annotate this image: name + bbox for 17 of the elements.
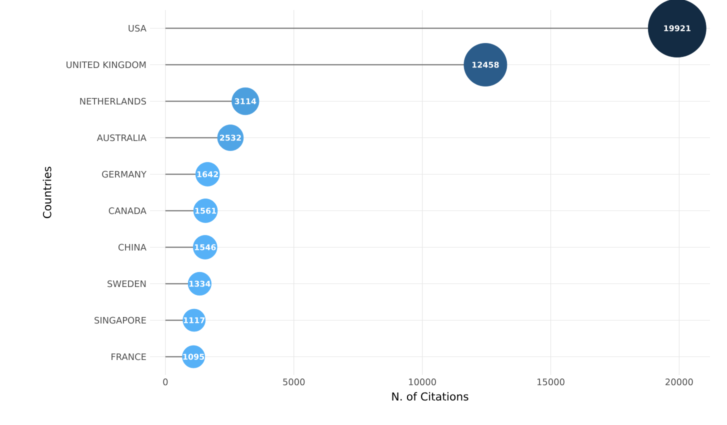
y-tick-label: GERMANY — [102, 170, 147, 178]
y-tick-label: UNITED KINGDOM — [66, 61, 146, 68]
x-tick-label: 5000 — [283, 378, 305, 386]
y-tick-label: SINGAPORE — [94, 316, 146, 324]
y-tick-label: CANADA — [108, 207, 146, 214]
y-tick-label: USA — [128, 24, 146, 32]
x-tick-label: 10000 — [409, 378, 436, 386]
y-tick-label: NETHERLANDS — [80, 98, 146, 105]
x-axis-title: N. of Citations — [392, 392, 468, 401]
y-axis-title: Countries — [42, 166, 52, 218]
y-tick-label: FRANCE — [112, 353, 146, 360]
y-tick-label: AUSTRALIA — [96, 134, 146, 142]
y-tick-label: CHINA — [118, 244, 146, 251]
x-tick-label: 0 — [163, 378, 168, 386]
x-tick-label: 20000 — [666, 378, 693, 386]
x-tick-label: 15000 — [537, 378, 564, 386]
y-tick-label: SWEDEN — [108, 280, 146, 288]
